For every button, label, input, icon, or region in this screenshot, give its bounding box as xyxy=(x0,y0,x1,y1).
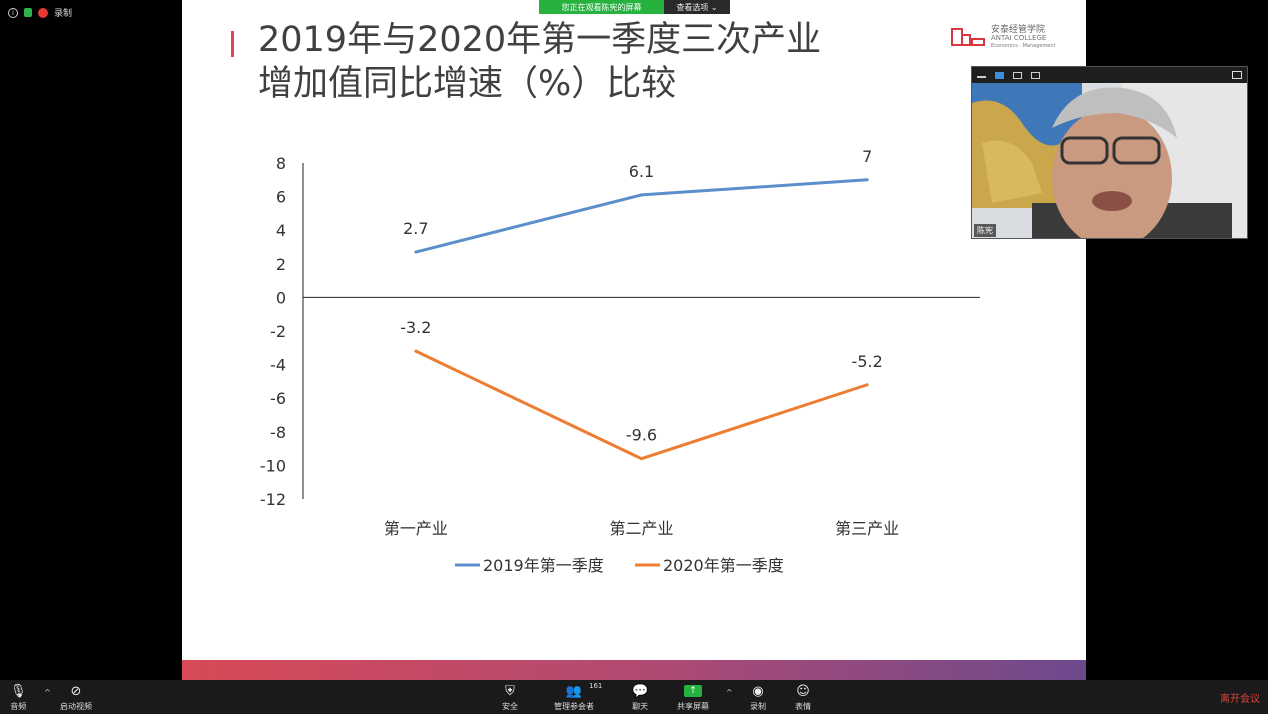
view-options-button[interactable]: 查看选项 ⌄ xyxy=(664,0,730,14)
series-point xyxy=(640,457,643,461)
top-status-bar: i 录制 xyxy=(8,6,72,19)
logo-chinese-text: 安泰经管学院 xyxy=(991,25,1046,35)
reactions-button[interactable]: ☺ 表情 xyxy=(795,683,811,712)
y-tick-label: -8 xyxy=(270,423,286,442)
slide-title: 2019年与2020年第一季度三次产业 增加值同比增速（%）比较 xyxy=(258,18,821,106)
minimize-video-icon[interactable] xyxy=(977,76,986,78)
smiley-icon: ☺ xyxy=(796,683,810,699)
slide-title-line2: 增加值同比增速（%）比较 xyxy=(258,64,677,104)
series-point xyxy=(640,193,643,197)
title-accent-bar xyxy=(231,31,234,57)
series-point xyxy=(414,250,418,254)
data-label: 2.7 xyxy=(403,219,428,238)
y-tick-label: -12 xyxy=(260,490,286,509)
security-button[interactable]: ⛨ 安全 xyxy=(502,683,518,712)
college-logo: 安泰经管学院 ANTAI COLLEGE Economics · Managem… xyxy=(951,26,1056,50)
line-chart: 8 6 4 2 0 -2 -4 -6 -8 -10 -12 第一产业 第二产业 第三产业 2.7 6.1 7 -3… xyxy=(260,147,980,575)
data-label: -9.6 xyxy=(626,426,657,445)
y-tick-label: 8 xyxy=(276,154,286,173)
screen-share-banner: 您正在观看陈宪的屏幕 查看选项 ⌄ xyxy=(539,0,730,14)
shield-icon: ⛨ xyxy=(505,683,515,699)
gallery-strip-icon[interactable] xyxy=(1013,71,1022,79)
college-logo-mark xyxy=(951,26,987,50)
y-tick-label: 4 xyxy=(276,221,286,240)
security-label: 安全 xyxy=(502,702,518,711)
webcam-video: 陈宪 xyxy=(972,83,1247,238)
logo-english-text: ANTAI COLLEGE xyxy=(991,34,1047,42)
series-line-1 xyxy=(415,178,868,254)
gallery-grid-icon[interactable] xyxy=(1031,71,1040,79)
audio-options-caret-icon[interactable]: ^ xyxy=(44,688,51,697)
info-icon[interactable]: i xyxy=(8,7,18,18)
y-tick-label: 2 xyxy=(276,255,286,274)
series-point xyxy=(865,383,869,387)
slide-footer-bar xyxy=(182,660,1086,680)
participants-label: 管理参会者 xyxy=(554,702,594,711)
microphone-icon: 🎙 xyxy=(10,683,27,699)
start-video-button[interactable]: ⊘ 启动视频 xyxy=(60,683,92,712)
speaker-video-frame xyxy=(972,83,1247,238)
record-label: 录制 xyxy=(750,702,766,711)
y-tick-label: -4 xyxy=(270,356,286,375)
data-label: -5.2 xyxy=(852,352,883,371)
audio-button[interactable]: 🎙 音频 xyxy=(10,683,27,712)
series-point xyxy=(414,349,418,353)
shared-slide: 2019年与2020年第一季度三次产业 增加值同比增速（%）比较 安泰经管学院 … xyxy=(182,0,1086,680)
participant-count-badge: 161 xyxy=(589,682,603,690)
record-icon: ◉ xyxy=(752,683,764,699)
meeting-toolbar: 🎙 音频 ^ ⊘ 启动视频 ⛨ 安全 👥 管理参会者 161 💬 聊天 ↑ 共享… xyxy=(0,680,1268,714)
data-label: 6.1 xyxy=(629,162,654,181)
y-tick-label: -2 xyxy=(270,322,286,341)
x-category-label: 第二产业 xyxy=(609,519,673,538)
leave-meeting-button[interactable]: 离开会议 xyxy=(1220,694,1260,705)
slide-title-line1: 2019年与2020年第一季度三次产业 xyxy=(258,20,822,60)
exit-floating-video-icon[interactable] xyxy=(1232,71,1242,79)
series-point xyxy=(865,178,869,182)
start-video-label: 启动视频 xyxy=(60,702,92,711)
chat-button[interactable]: 💬 聊天 xyxy=(632,683,648,712)
lock-icon[interactable] xyxy=(24,8,32,17)
share-screen-button[interactable]: ↑ 共享屏幕 xyxy=(677,683,709,712)
logo-english-subtext: Economics · Management xyxy=(991,43,1056,49)
record-button[interactable]: ◉ 录制 xyxy=(750,683,766,712)
chat-label: 聊天 xyxy=(632,702,649,711)
legend-label: 2019年第一季度 xyxy=(483,556,604,575)
participants-button[interactable]: 👥 管理参会者 xyxy=(554,683,594,712)
y-tick-label: -10 xyxy=(260,456,286,475)
webcam-toolbar xyxy=(972,67,1247,83)
x-category-label: 第三产业 xyxy=(835,519,899,538)
data-label: 7 xyxy=(862,147,872,166)
chat-bubble-icon: 💬 xyxy=(632,683,649,699)
y-tick-label: -6 xyxy=(270,389,286,408)
active-speaker-view-icon[interactable] xyxy=(995,71,1004,79)
video-off-icon: ⊘ xyxy=(70,683,82,699)
share-options-caret-icon[interactable]: ^ xyxy=(726,688,733,697)
share-screen-label: 共享屏幕 xyxy=(677,702,709,711)
recording-label: 录制 xyxy=(54,9,73,19)
x-category-label: 第一产业 xyxy=(384,519,448,538)
webcam-panel[interactable]: 陈宪 xyxy=(971,66,1248,239)
y-tick-label: 6 xyxy=(276,188,286,207)
audio-label: 音频 xyxy=(10,702,27,711)
y-tick-label: 0 xyxy=(276,288,286,307)
participant-name-tag: 陈宪 xyxy=(974,224,996,237)
participants-icon: 👥 xyxy=(565,683,583,699)
share-screen-icon: ↑ xyxy=(684,683,702,699)
legend-label: 2020年第一季度 xyxy=(663,556,784,575)
reactions-label: 表情 xyxy=(795,702,811,711)
recording-icon xyxy=(38,7,48,18)
data-label: -3.2 xyxy=(400,318,431,337)
watching-screen-label: 您正在观看陈宪的屏幕 xyxy=(539,0,664,14)
